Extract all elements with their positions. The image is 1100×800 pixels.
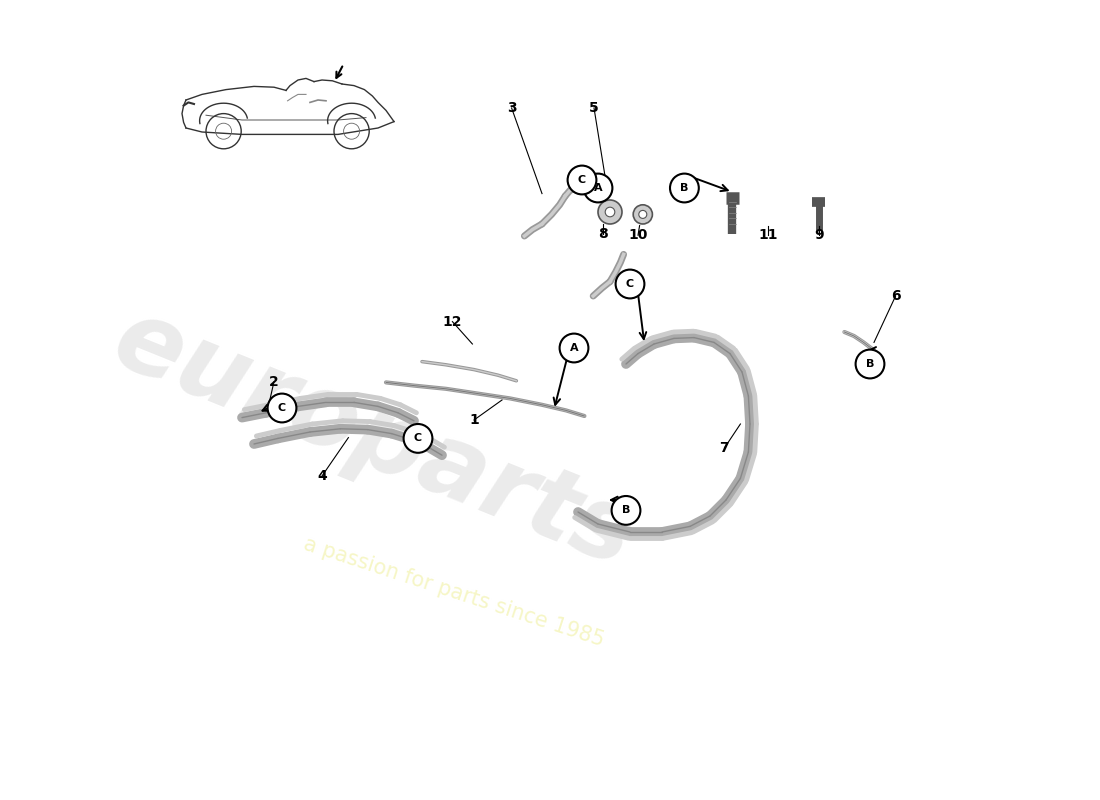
Circle shape [584,174,613,202]
Circle shape [404,424,432,453]
Text: A: A [594,183,603,193]
Text: A: A [570,343,579,353]
Text: C: C [578,175,586,185]
Circle shape [605,207,615,217]
Text: 12: 12 [442,314,462,329]
Text: C: C [626,279,634,289]
Text: 1: 1 [469,413,478,427]
Circle shape [598,200,622,224]
Text: 6: 6 [891,289,901,303]
Text: B: B [680,183,689,193]
Text: 5: 5 [590,101,598,115]
Text: B: B [866,359,874,369]
Text: C: C [414,434,422,443]
Circle shape [670,174,698,202]
Circle shape [612,496,640,525]
Circle shape [639,210,647,218]
Circle shape [634,205,652,224]
Text: B: B [621,506,630,515]
Text: a passion for parts since 1985: a passion for parts since 1985 [301,534,607,650]
Text: 9: 9 [814,228,824,242]
Circle shape [560,334,588,362]
Text: C: C [278,403,286,413]
Circle shape [568,166,596,194]
Text: 3: 3 [507,101,516,115]
Circle shape [267,394,296,422]
Text: 7: 7 [719,441,729,455]
Text: 10: 10 [628,228,648,242]
Text: 8: 8 [598,226,607,241]
Text: europarts: europarts [99,291,649,589]
Circle shape [856,350,884,378]
Text: 11: 11 [759,228,778,242]
Text: 4: 4 [317,469,327,483]
Text: 2: 2 [270,374,279,389]
Circle shape [616,270,645,298]
